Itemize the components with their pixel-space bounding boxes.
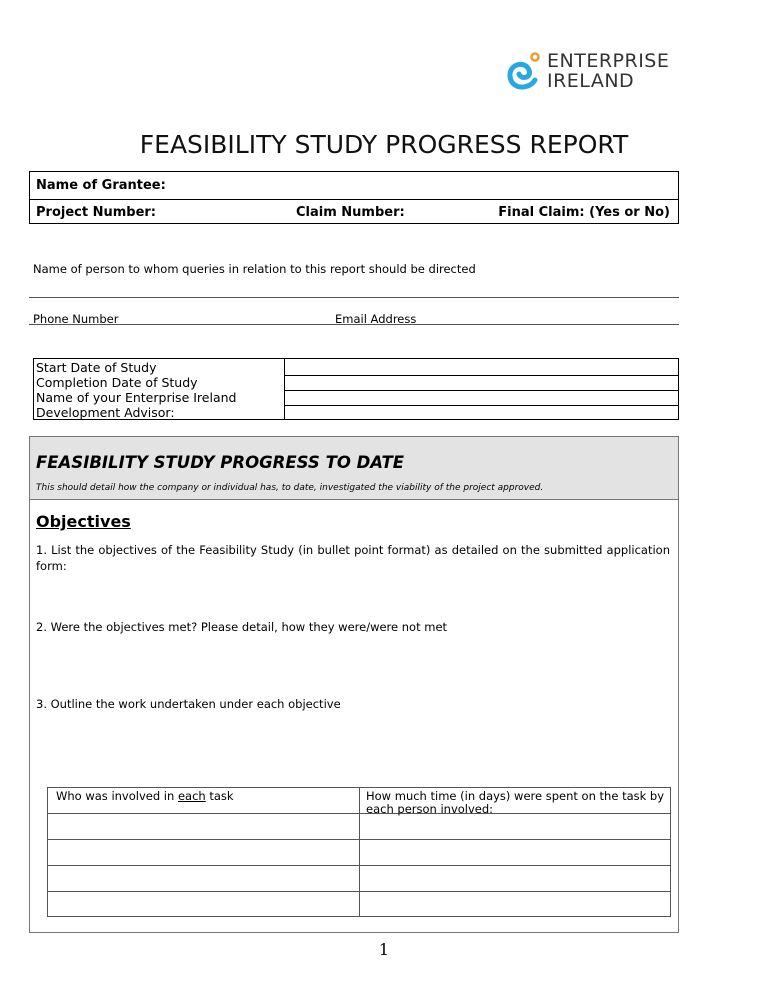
phone-label: Phone Number [33, 312, 119, 326]
progress-section: FEASIBILITY STUDY PROGRESS TO DATE This … [29, 436, 679, 933]
logo-line1: ENTERPRISE [547, 50, 670, 72]
grantee-label: Name of Grantee: [36, 178, 166, 193]
logo-line2: IRELAND [547, 70, 635, 92]
objectives-heading: Objectives [36, 512, 131, 531]
question-3: 3. Outline the work undertaken under eac… [36, 697, 341, 711]
final-claim-label: Final Claim: (Yes or No) [498, 205, 670, 220]
start-date-label: Start Date of Study [36, 360, 157, 375]
queries-field-line[interactable] [29, 297, 679, 298]
page-number: 1 [378, 940, 390, 959]
page-title: FEASIBILITY STUDY PROGRESS REPORT [139, 130, 629, 159]
time-spent-header: How much time (in days) were spent on th… [366, 789, 665, 816]
claim-number-label: Claim Number: [296, 205, 405, 220]
grantee-table: Name of Grantee: Project Number: Claim N… [29, 171, 679, 224]
progress-subheading: This should detail how the company or in… [36, 483, 544, 493]
question-2: 2. Were the objectives met? Please detai… [36, 620, 448, 634]
project-number-label: Project Number: [36, 205, 157, 220]
enterprise-ireland-logo: ENTERPRISE IRELAND [505, 50, 685, 95]
swirl-logo-icon [507, 52, 540, 90]
progress-heading: FEASIBILITY STUDY PROGRESS TO DATE [36, 453, 405, 472]
study-dates-table: Start Date of Study Completion Date of S… [33, 358, 679, 420]
email-label: Email Address [335, 312, 417, 326]
who-involved-header: Who was involved in each task [56, 789, 234, 803]
phone-email-line[interactable] [29, 324, 679, 325]
completion-date-label: Completion Date of Study [36, 375, 198, 390]
task-table: Who was involved in each task How much t… [47, 787, 671, 917]
advisor-label: Name of your Enterprise Ireland Developm… [36, 390, 237, 420]
question-1: 1. List the objectives of the Feasibilit… [36, 543, 670, 573]
progress-header: FEASIBILITY STUDY PROGRESS TO DATE This … [30, 437, 678, 500]
queries-label: Name of person to whom queries in relati… [33, 262, 476, 276]
